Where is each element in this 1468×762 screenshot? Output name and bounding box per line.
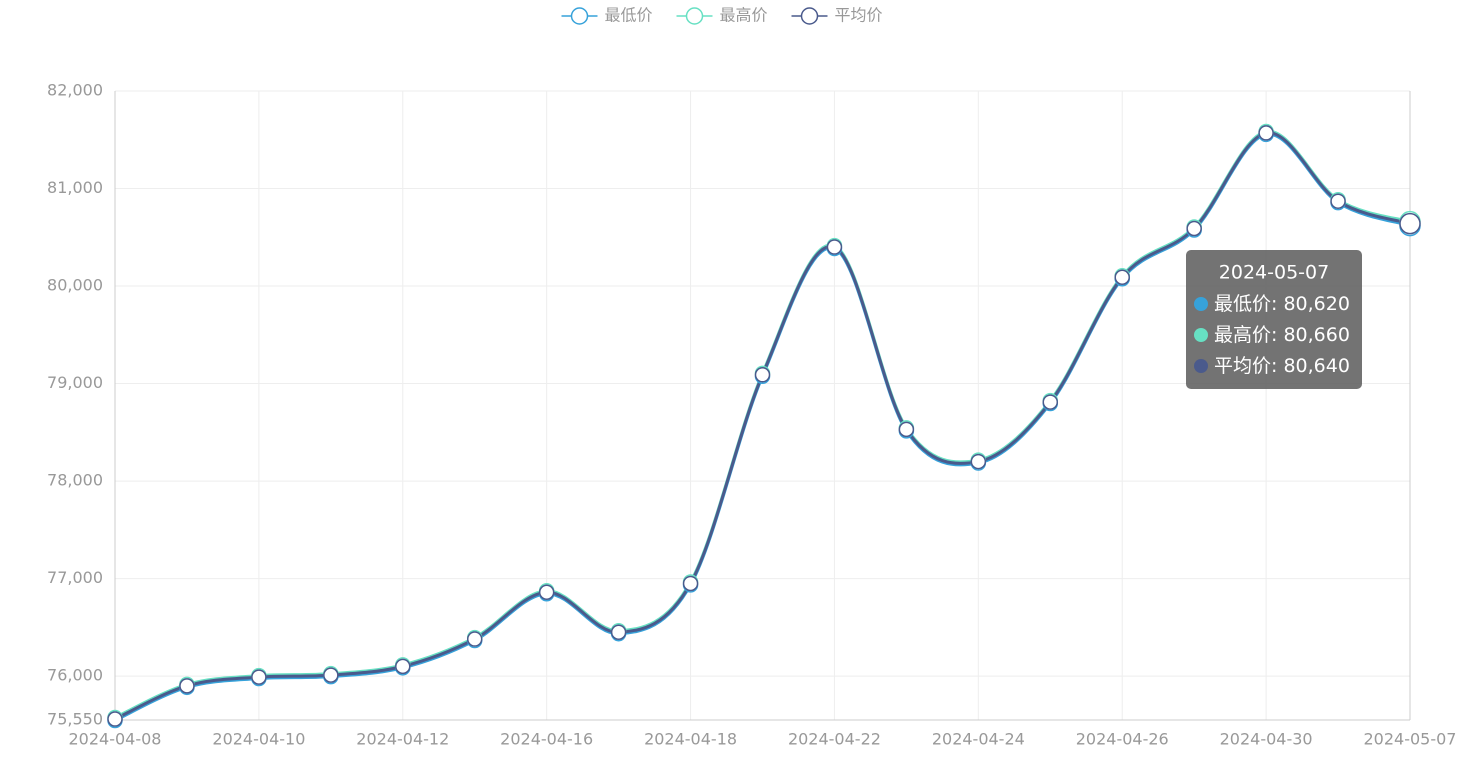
legend-icon-dot bbox=[570, 7, 589, 25]
x-tick-label: 2024-04-24 bbox=[932, 730, 1025, 749]
x-tick-label: 2024-04-30 bbox=[1220, 730, 1313, 749]
x-tick-label: 2024-04-16 bbox=[500, 730, 593, 749]
data-point bbox=[682, 575, 699, 592]
data-point bbox=[179, 678, 195, 694]
y-tick-label: 80,000 bbox=[47, 276, 103, 295]
legend-icon-dot bbox=[800, 7, 819, 25]
data-point bbox=[754, 367, 771, 383]
series-line bbox=[114, 129, 1411, 719]
data-point bbox=[898, 421, 915, 438]
data-point bbox=[251, 669, 267, 685]
tooltip-value: 80,660 bbox=[1283, 324, 1349, 346]
y-tick-label: 75,550 bbox=[47, 710, 103, 729]
data-point bbox=[538, 584, 555, 600]
data-point bbox=[1258, 125, 1274, 141]
y-tick-label: 81,000 bbox=[47, 178, 103, 197]
tooltip-dot bbox=[1194, 328, 1208, 342]
tooltip-name: 最高价 bbox=[1214, 324, 1271, 346]
legend-item: 平均价 bbox=[791, 6, 883, 25]
tooltip-item: 平均价: 80,640 bbox=[1214, 355, 1350, 377]
series-line bbox=[114, 132, 1411, 722]
x-tick-label: 2024-05-07 bbox=[1364, 730, 1457, 749]
tooltip-item: 最高价: 80,660 bbox=[1214, 324, 1350, 346]
data-point bbox=[107, 711, 123, 727]
y-tick-label: 79,000 bbox=[47, 373, 103, 392]
tooltip-dot bbox=[1194, 297, 1208, 311]
data-point bbox=[323, 667, 339, 683]
series-line bbox=[114, 131, 1411, 721]
tooltip-sep: : bbox=[1271, 293, 1283, 315]
tooltip-name: 平均价 bbox=[1214, 355, 1271, 377]
x-tick-label: 2024-04-18 bbox=[644, 730, 737, 749]
tooltip-sep: : bbox=[1271, 355, 1283, 377]
x-tick-label: 2024-04-26 bbox=[1076, 730, 1169, 749]
tooltip-value: 80,620 bbox=[1283, 293, 1349, 315]
tooltip-dot bbox=[1194, 359, 1208, 373]
tooltip-title: 2024-05-07 bbox=[1219, 262, 1329, 284]
legend-item: 最高价 bbox=[676, 6, 768, 25]
x-tick-label: 2024-04-10 bbox=[212, 730, 305, 749]
data-point bbox=[1399, 212, 1421, 235]
tooltip-value: 80,640 bbox=[1283, 355, 1349, 377]
data-point bbox=[1186, 220, 1202, 237]
data-point bbox=[466, 631, 483, 647]
x-tick-label: 2024-04-08 bbox=[69, 730, 162, 749]
tooltip-item: 最低价: 80,620 bbox=[1214, 293, 1350, 315]
data-point bbox=[970, 453, 987, 470]
y-tick-label: 77,000 bbox=[47, 568, 103, 587]
x-tick-label: 2024-04-12 bbox=[356, 730, 449, 749]
tooltip-box bbox=[1186, 250, 1362, 389]
data-point bbox=[1330, 193, 1346, 209]
tooltip: 2024-05-07 最低价: 80,620 最高价: 80,660 平均价: 80,… bbox=[1186, 250, 1362, 389]
data-point bbox=[395, 658, 411, 675]
legend-icon-dot bbox=[685, 7, 704, 25]
tooltip-name: 最低价 bbox=[1214, 293, 1271, 315]
data-point bbox=[1114, 269, 1130, 286]
y-tick-label: 76,000 bbox=[47, 666, 103, 685]
tooltip-sep: : bbox=[1271, 324, 1283, 346]
data-point bbox=[826, 239, 843, 255]
legend-label: 最低价 bbox=[605, 6, 653, 25]
y-tick-label: 82,000 bbox=[47, 81, 103, 100]
legend-item: 最低价 bbox=[561, 6, 653, 25]
data-point bbox=[1042, 394, 1059, 410]
legend-label: 最高价 bbox=[720, 6, 768, 25]
x-tick-label: 2024-04-22 bbox=[788, 730, 881, 749]
legend-label: 平均价 bbox=[835, 6, 883, 25]
y-tick-label: 78,000 bbox=[47, 471, 103, 490]
data-point bbox=[610, 624, 627, 640]
